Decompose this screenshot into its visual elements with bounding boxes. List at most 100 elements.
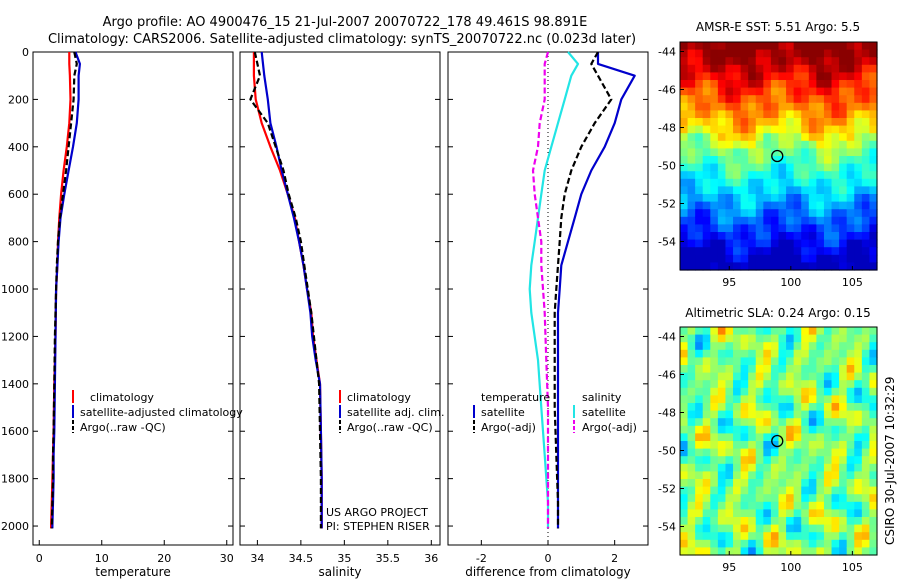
map-cell — [733, 327, 742, 336]
map-cell — [763, 524, 772, 533]
map-cell — [740, 342, 749, 351]
map-cell — [823, 201, 833, 210]
map-cell — [801, 186, 810, 195]
legend-label-temp-argo: Argo(-adj) — [481, 421, 536, 434]
map-cell — [687, 80, 696, 89]
map-cell — [854, 365, 863, 374]
map-cell — [861, 342, 871, 351]
map-cell — [770, 441, 780, 450]
map-cell — [786, 64, 795, 73]
map-cell — [831, 349, 840, 358]
legend-title-salinity: salinity — [582, 391, 622, 404]
map-cell — [786, 463, 795, 472]
map-cell — [778, 403, 787, 412]
map-cell — [687, 102, 696, 111]
map-cell — [854, 494, 863, 503]
map-cell — [816, 194, 825, 203]
map-cell — [740, 247, 749, 256]
map-cell — [869, 463, 878, 472]
map-cell — [778, 171, 787, 180]
x-tick-label: 20 — [157, 552, 171, 565]
project-line: US ARGO PROJECT — [326, 506, 428, 519]
map-cell — [869, 395, 878, 404]
map-cell — [854, 517, 863, 526]
map-cell — [846, 72, 855, 81]
map-cell — [770, 547, 780, 556]
map-cell — [786, 425, 795, 434]
map-cell — [831, 194, 840, 203]
map-cell — [801, 262, 810, 271]
map-cell — [725, 216, 734, 225]
map-cell — [695, 463, 704, 472]
map-cell — [793, 463, 802, 472]
map-cell — [687, 216, 696, 225]
map-cell — [763, 456, 772, 465]
map-cell — [725, 209, 734, 218]
map-cell — [755, 501, 764, 510]
map-cell — [710, 547, 719, 556]
map-cell — [823, 178, 833, 187]
map-cell — [755, 410, 764, 419]
map-cell — [846, 42, 855, 51]
map-cell — [786, 418, 795, 427]
map-cell — [778, 349, 787, 358]
map-cell — [725, 171, 734, 180]
map-cell — [725, 178, 734, 187]
map-cell — [725, 456, 734, 465]
map-cell — [740, 547, 749, 556]
map-cell — [710, 365, 719, 374]
map-cell — [725, 433, 734, 442]
map-cell — [823, 372, 833, 381]
map-cell — [725, 501, 734, 510]
map-cell — [770, 395, 780, 404]
map-cell — [695, 95, 704, 104]
map-cell — [793, 262, 802, 271]
argo-location-marker — [771, 434, 784, 448]
map-cell — [710, 433, 719, 442]
legend-label-climatology: climatology — [347, 391, 411, 404]
map-cell — [846, 186, 855, 195]
map-cell — [763, 501, 772, 510]
map-cell — [680, 110, 689, 119]
map-cell — [748, 156, 757, 165]
map-cell — [808, 125, 817, 134]
map-cell — [763, 239, 772, 248]
map-cell — [733, 365, 742, 374]
map-cell — [725, 201, 734, 210]
map-cell — [778, 334, 787, 343]
map-cell — [770, 262, 780, 271]
map-cell — [861, 433, 871, 442]
map-cell — [808, 365, 817, 374]
map-cell — [702, 509, 711, 518]
map-x-tick-label: 100 — [780, 561, 801, 574]
map-cell — [748, 133, 757, 142]
map-cell — [702, 133, 711, 142]
map-cell — [869, 448, 878, 457]
map-cell — [733, 547, 742, 556]
map-cell — [725, 425, 734, 434]
map-cell — [861, 87, 871, 96]
map-cell — [869, 156, 878, 165]
map-cell — [710, 410, 719, 419]
map-cell — [839, 148, 848, 157]
map-cell — [839, 254, 848, 263]
map-cell — [778, 156, 787, 165]
map-cell — [740, 216, 749, 225]
map-cell — [786, 517, 795, 526]
map-cell — [687, 357, 696, 366]
map-cell — [831, 133, 840, 142]
map-cell — [717, 501, 727, 510]
map-cell — [770, 201, 780, 210]
map-cell — [770, 410, 780, 419]
map-cell — [763, 186, 772, 195]
map-cell — [786, 216, 795, 225]
map-cell — [786, 494, 795, 503]
map-cell — [702, 232, 711, 241]
map-cell — [763, 365, 772, 374]
map-cell — [831, 80, 840, 89]
map-cell — [801, 486, 810, 495]
map-cell — [717, 247, 727, 256]
map-cell — [740, 57, 749, 66]
map-cell — [770, 387, 780, 396]
map-cell — [702, 463, 711, 472]
